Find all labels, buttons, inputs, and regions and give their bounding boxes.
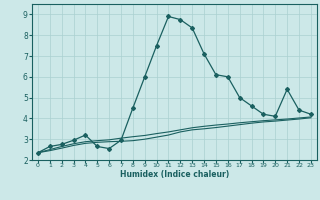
X-axis label: Humidex (Indice chaleur): Humidex (Indice chaleur) <box>120 170 229 179</box>
